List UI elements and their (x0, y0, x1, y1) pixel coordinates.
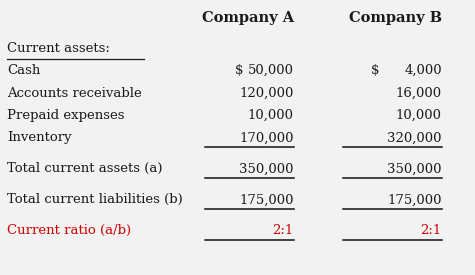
Text: Accounts receivable: Accounts receivable (8, 87, 142, 100)
Text: 2:1: 2:1 (273, 224, 294, 237)
Text: 320,000: 320,000 (387, 131, 442, 144)
Text: 10,000: 10,000 (396, 109, 442, 122)
Text: Current ratio (a/b): Current ratio (a/b) (8, 224, 132, 237)
Text: 16,000: 16,000 (396, 87, 442, 100)
Text: 4,000: 4,000 (404, 64, 442, 77)
Text: Total current assets (a): Total current assets (a) (8, 162, 163, 175)
Text: 120,000: 120,000 (239, 87, 294, 100)
Text: 350,000: 350,000 (387, 162, 442, 175)
Text: Company B: Company B (349, 11, 442, 25)
Text: 50,000: 50,000 (248, 64, 294, 77)
Text: Inventory: Inventory (8, 131, 72, 144)
Text: 175,000: 175,000 (239, 193, 294, 206)
Text: 175,000: 175,000 (387, 193, 442, 206)
Text: Prepaid expenses: Prepaid expenses (8, 109, 125, 122)
Text: $: $ (371, 64, 380, 77)
Text: 170,000: 170,000 (239, 131, 294, 144)
Text: 350,000: 350,000 (239, 162, 294, 175)
Text: Company A: Company A (202, 11, 294, 25)
Text: Total current liabilities (b): Total current liabilities (b) (8, 193, 183, 206)
Text: Cash: Cash (8, 64, 41, 77)
Text: $: $ (235, 64, 244, 77)
Text: 10,000: 10,000 (248, 109, 294, 122)
Text: Current assets:: Current assets: (8, 42, 110, 55)
Text: 2:1: 2:1 (420, 224, 442, 237)
